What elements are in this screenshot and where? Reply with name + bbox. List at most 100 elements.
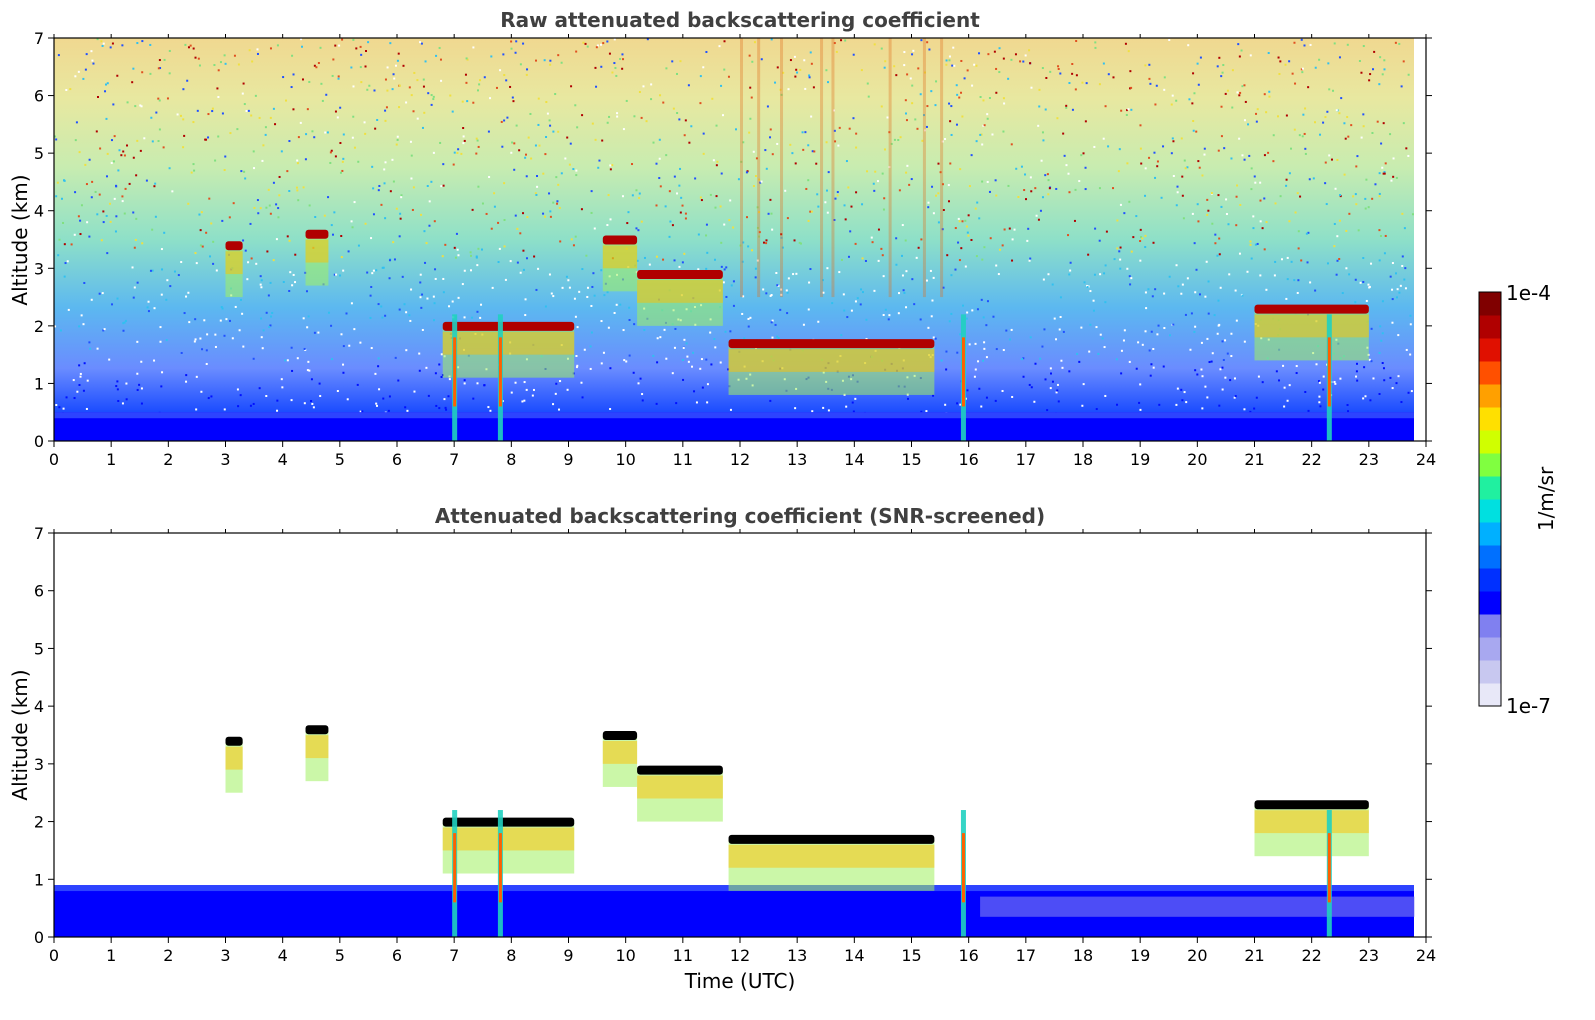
speckle <box>532 388 535 391</box>
speckle <box>781 246 784 249</box>
speckle <box>787 88 790 91</box>
speckle <box>1180 292 1183 295</box>
speckle <box>1288 384 1291 387</box>
speckle <box>537 97 540 100</box>
speckle <box>745 171 748 174</box>
speckle <box>117 399 120 402</box>
speckle <box>1250 188 1253 191</box>
speckle <box>845 405 848 408</box>
speckle <box>1046 173 1049 176</box>
speckle <box>524 156 527 159</box>
speckle <box>672 107 675 110</box>
speckle <box>1347 135 1350 138</box>
speckle <box>606 224 609 227</box>
speckle <box>1304 390 1307 393</box>
speckle <box>353 201 356 204</box>
speckle <box>714 258 717 261</box>
speckle <box>950 274 953 277</box>
speckle <box>267 188 270 191</box>
speckle <box>1405 147 1408 150</box>
speckle <box>921 139 924 142</box>
speckle <box>765 239 768 242</box>
x-tick-label: 20 <box>1187 946 1207 965</box>
speckle <box>1086 284 1089 287</box>
speckle <box>296 162 299 165</box>
speckle <box>1118 250 1121 253</box>
speckle <box>925 279 928 282</box>
speckle <box>714 206 717 209</box>
cloud-base <box>1254 800 1369 810</box>
speckle <box>951 64 954 67</box>
speckle <box>461 283 464 286</box>
speckle <box>1195 268 1198 271</box>
speckle <box>353 328 356 331</box>
speckle <box>985 396 988 399</box>
speckle <box>456 248 459 251</box>
screened-heatmap <box>54 533 1426 937</box>
speckle <box>619 57 622 60</box>
speckle <box>255 262 258 265</box>
speckle <box>840 334 843 337</box>
speckle <box>315 66 318 69</box>
speckle <box>453 151 456 154</box>
speckle <box>242 82 245 85</box>
speckle <box>253 206 256 209</box>
speckle <box>1069 269 1072 272</box>
speckle <box>1378 259 1381 262</box>
speckle <box>410 154 413 157</box>
speckle <box>911 278 914 281</box>
speckle <box>418 369 421 372</box>
speckle <box>1216 332 1219 335</box>
speckle <box>83 281 86 284</box>
speckle <box>388 277 391 280</box>
speckle <box>526 68 529 71</box>
speckle <box>699 367 702 370</box>
speckle <box>1261 381 1264 384</box>
speckle <box>534 192 537 195</box>
speckle <box>1104 264 1107 267</box>
speckle <box>1324 182 1327 185</box>
speckle <box>288 239 291 242</box>
speckle <box>956 402 959 405</box>
x-tick-label: 24 <box>1416 946 1436 965</box>
speckle <box>1278 72 1281 75</box>
speckle <box>109 220 112 223</box>
speckle <box>980 133 983 136</box>
speckle <box>444 243 447 246</box>
speckle <box>659 336 662 339</box>
speckle <box>290 86 293 89</box>
speckle <box>1402 122 1405 125</box>
speckle <box>1322 388 1325 391</box>
speckle <box>958 96 961 99</box>
speckle <box>627 211 630 214</box>
speckle <box>250 257 253 260</box>
speckle <box>957 217 960 220</box>
speckle <box>519 232 522 235</box>
speckle <box>147 300 150 303</box>
speckle <box>531 394 534 397</box>
speckle <box>854 242 857 245</box>
speckle <box>809 268 812 271</box>
speckle <box>1267 151 1270 154</box>
speckle <box>746 170 749 173</box>
speckle <box>727 75 730 78</box>
speckle <box>1158 403 1161 406</box>
cloud-fallstreak-core <box>442 331 575 355</box>
speckle <box>519 271 522 274</box>
speckle <box>1045 76 1048 79</box>
speckle <box>906 397 909 400</box>
speckle <box>1181 194 1184 197</box>
speckle <box>480 248 483 251</box>
speckle <box>780 293 783 296</box>
speckle <box>1191 102 1194 105</box>
speckle <box>382 266 385 269</box>
speckle <box>92 62 95 65</box>
speckle <box>515 124 518 127</box>
speckle <box>1401 212 1404 215</box>
raw-x-axis: 0 1 2 3 4 5 6 7 8 9 10 11 12 13 14 15 16 17 18 19 20 21 22 23 24 <box>49 34 1436 469</box>
speckle <box>256 48 259 51</box>
speckle <box>296 159 299 162</box>
speckle <box>838 271 841 274</box>
speckle <box>855 191 858 194</box>
speckle <box>723 40 726 43</box>
